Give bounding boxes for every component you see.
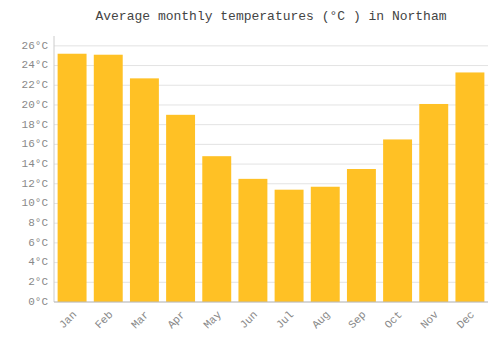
x-tick-label: Jun xyxy=(238,309,260,331)
x-tick-label: Jan xyxy=(57,309,79,331)
title: Average monthly temperatures (°C ) in No… xyxy=(95,9,446,24)
bar xyxy=(58,54,87,302)
y-tick-label: 26°C xyxy=(22,40,49,52)
bar xyxy=(130,78,159,302)
bar xyxy=(383,139,412,302)
y-tick-label: 10°C xyxy=(22,197,49,209)
bar xyxy=(94,55,123,302)
y-tick-label: 20°C xyxy=(22,99,49,111)
x-tick-label: Mar xyxy=(129,309,151,331)
bar xyxy=(455,72,484,302)
y-tick-label: 0°C xyxy=(28,296,48,308)
x-tick-label: Aug xyxy=(310,309,332,331)
bar xyxy=(238,179,267,302)
bar xyxy=(275,190,304,302)
y-tick-label: 2°C xyxy=(28,276,48,288)
y-tick-label: 12°C xyxy=(22,178,49,190)
x-axis: Jan Feb Mar Apr May Jun Jul Aug Sep Oct Nov Dec xyxy=(54,302,488,331)
bar xyxy=(202,156,231,302)
y-tick-label: 14°C xyxy=(22,158,49,170)
grid-line xyxy=(54,302,488,303)
chart-container: 0°C 2°C 4°C 6°C 8°C 10°C 12°C 14°C 16°C 18°C 20°C 2… xyxy=(0,0,500,350)
chart: 0°C 2°C 4°C 6°C 8°C 10°C 12°C 14°C 16°C 18°C 20°C 2… xyxy=(0,0,500,350)
x-axis-line xyxy=(54,302,488,303)
y-axis-line xyxy=(54,36,55,302)
y-tick-label: 4°C xyxy=(28,256,48,268)
grid xyxy=(54,46,488,302)
x-tick-label: Oct xyxy=(382,309,404,331)
bar xyxy=(419,104,448,302)
x-tick-label: Feb xyxy=(93,309,115,331)
y-tick-label: 24°C xyxy=(22,59,49,71)
y-tick-label: 6°C xyxy=(28,237,48,249)
y-tick-label: 18°C xyxy=(22,119,49,131)
x-tick-label: Nov xyxy=(418,308,441,331)
y-tick-label: 8°C xyxy=(28,217,48,229)
bar xyxy=(311,187,340,302)
x-tick-label: May xyxy=(201,308,224,331)
bars xyxy=(58,54,485,302)
grid-line xyxy=(54,45,488,46)
x-tick-label: Jul xyxy=(274,309,296,331)
bar xyxy=(166,115,195,302)
x-tick-label: Apr xyxy=(165,309,187,331)
y-tick-label: 16°C xyxy=(22,138,49,150)
x-tick-label: Sep xyxy=(346,309,368,331)
y-axis: 0°C 2°C 4°C 6°C 8°C 10°C 12°C 14°C 16°C 18°C 20°C 2… xyxy=(22,36,54,308)
y-tick-label: 22°C xyxy=(22,79,49,91)
x-tick-label: Dec xyxy=(455,309,477,331)
bar xyxy=(347,169,376,302)
